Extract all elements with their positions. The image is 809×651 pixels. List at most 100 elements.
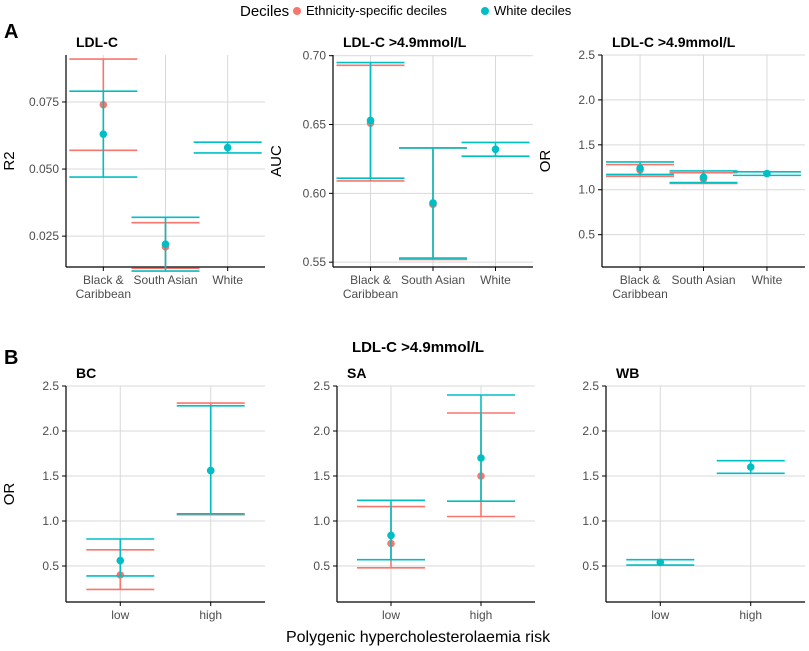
chart-panel-b3: 0.5 1.0 1.5 2.0 2.5 low high WB — [582, 365, 805, 622]
data-point — [161, 240, 170, 248]
y-axis-label: R2 — [1, 151, 18, 170]
errorbar — [606, 161, 675, 176]
data-point — [387, 531, 395, 540]
panel-title: WB — [616, 365, 639, 381]
data-point — [636, 164, 644, 172]
panel-title: LDL-C >4.9mmol/L — [343, 34, 467, 50]
y-tick-label: 2.0 — [42, 424, 59, 438]
y-tick-label: 2.5 — [582, 379, 599, 393]
y-tick-label: 2.0 — [313, 424, 330, 438]
data-point — [746, 463, 755, 471]
y-tick-label: 1.0 — [582, 514, 599, 528]
y-tick-label: 0.075 — [29, 95, 59, 109]
legend-label-white: White deciles — [494, 3, 572, 18]
y-tick-label: 1.5 — [313, 469, 330, 483]
y-axis-label: AUC — [268, 145, 285, 177]
panel-title: LDL-C >4.9mmol/L — [612, 34, 736, 50]
x-tick-label: low — [651, 608, 669, 622]
row-b-title: LDL-C >4.9mmol/L — [352, 339, 484, 356]
legend-marker-ethnicity — [293, 7, 301, 15]
x-tick-label: South Asian — [671, 273, 735, 287]
legend-title: Deciles — [240, 3, 289, 20]
errorbar — [69, 90, 138, 178]
panel-label-a: A — [4, 21, 18, 43]
errorbar — [131, 216, 200, 272]
y-axis-label: OR — [537, 150, 554, 173]
x-tick-label: Black & Caribbean — [76, 273, 131, 301]
x-tick-label: Black & Caribbean — [612, 273, 667, 301]
y-tick-label: 0.025 — [29, 229, 59, 243]
y-tick-label: 2.0 — [582, 424, 599, 438]
y-tick-label: 2.5 — [42, 379, 59, 393]
data-point — [429, 199, 437, 207]
errorbar — [447, 394, 515, 503]
x-tick-label: White — [480, 273, 511, 287]
x-tick-label: high — [470, 608, 493, 622]
y-tick-label: 1.5 — [42, 469, 59, 483]
y-tick-label: 0.70 — [303, 49, 327, 63]
chart-panel-b2: 0.5 1.0 1.5 2.0 2.5 low high SA — [313, 365, 535, 622]
data-point — [223, 143, 232, 152]
data-point — [491, 145, 500, 154]
data-point — [116, 556, 125, 565]
errorbar — [193, 141, 262, 154]
data-point — [366, 116, 375, 125]
errorbar — [626, 558, 695, 567]
panel-title: LDL-C — [76, 34, 118, 50]
errorbar — [461, 141, 530, 157]
y-tick-label: 0.65 — [303, 118, 327, 132]
y-tick-label: 0.050 — [29, 162, 59, 176]
legend-label-ethnicity: Ethnicity-specific deciles — [306, 3, 447, 18]
y-tick-label: 2.5 — [313, 379, 330, 393]
errorbar — [357, 499, 425, 561]
y-tick-label: 0.55 — [303, 255, 327, 269]
y-tick-label: 1.0 — [578, 183, 595, 197]
data-point — [699, 173, 708, 181]
errorbar — [399, 147, 467, 259]
chart-panel-b1: 0.5 1.0 1.5 2.0 2.5 low high BC OR — [1, 365, 265, 622]
legend-marker-white — [481, 7, 489, 15]
x-tick-label: White — [212, 273, 243, 287]
data-point — [99, 130, 108, 138]
x-tick-label: low — [382, 608, 400, 622]
y-tick-label: 0.5 — [42, 559, 59, 573]
errorbar — [732, 169, 801, 178]
legend: Deciles Ethnicity-specific deciles White… — [240, 3, 572, 20]
y-tick-label: 2.0 — [578, 93, 595, 107]
y-tick-label: 1.5 — [578, 138, 595, 152]
data-point — [477, 454, 485, 462]
chart-panel-a3: 0.5 1.0 1.5 2.0 2.5 Black & Caribbean South Asi… — [537, 34, 805, 301]
y-tick-label: 0.5 — [582, 559, 599, 573]
x-axis-title: Polygenic hypercholesterolaemia risk — [286, 629, 551, 646]
y-tick-label: 0.5 — [578, 228, 595, 242]
errorbar — [336, 61, 405, 180]
errorbar — [716, 459, 785, 475]
errorbar — [176, 404, 245, 515]
errorbar — [86, 538, 155, 577]
y-axis-label: OR — [1, 483, 18, 506]
x-tick-label: low — [111, 608, 129, 622]
panel-label-b: B — [4, 347, 18, 369]
panel-title: BC — [76, 365, 96, 381]
x-tick-label: South Asian — [401, 273, 465, 287]
data-point — [656, 558, 665, 567]
y-tick-label: 0.5 — [313, 559, 330, 573]
x-tick-label: high — [739, 608, 762, 622]
y-tick-label: 1.5 — [582, 469, 599, 483]
data-point — [206, 466, 215, 475]
x-tick-label: high — [199, 608, 222, 622]
y-tick-label: 2.5 — [578, 48, 595, 62]
x-tick-label: South Asian — [133, 273, 197, 287]
x-tick-label: White — [752, 273, 783, 287]
panel-title: SA — [347, 365, 366, 381]
data-point — [763, 169, 771, 178]
y-tick-label: 1.0 — [42, 514, 59, 528]
errorbar — [669, 170, 738, 184]
y-tick-label: 1.0 — [313, 514, 330, 528]
x-tick-label: Black & Caribbean — [343, 273, 398, 301]
y-tick-label: 0.60 — [303, 186, 327, 200]
